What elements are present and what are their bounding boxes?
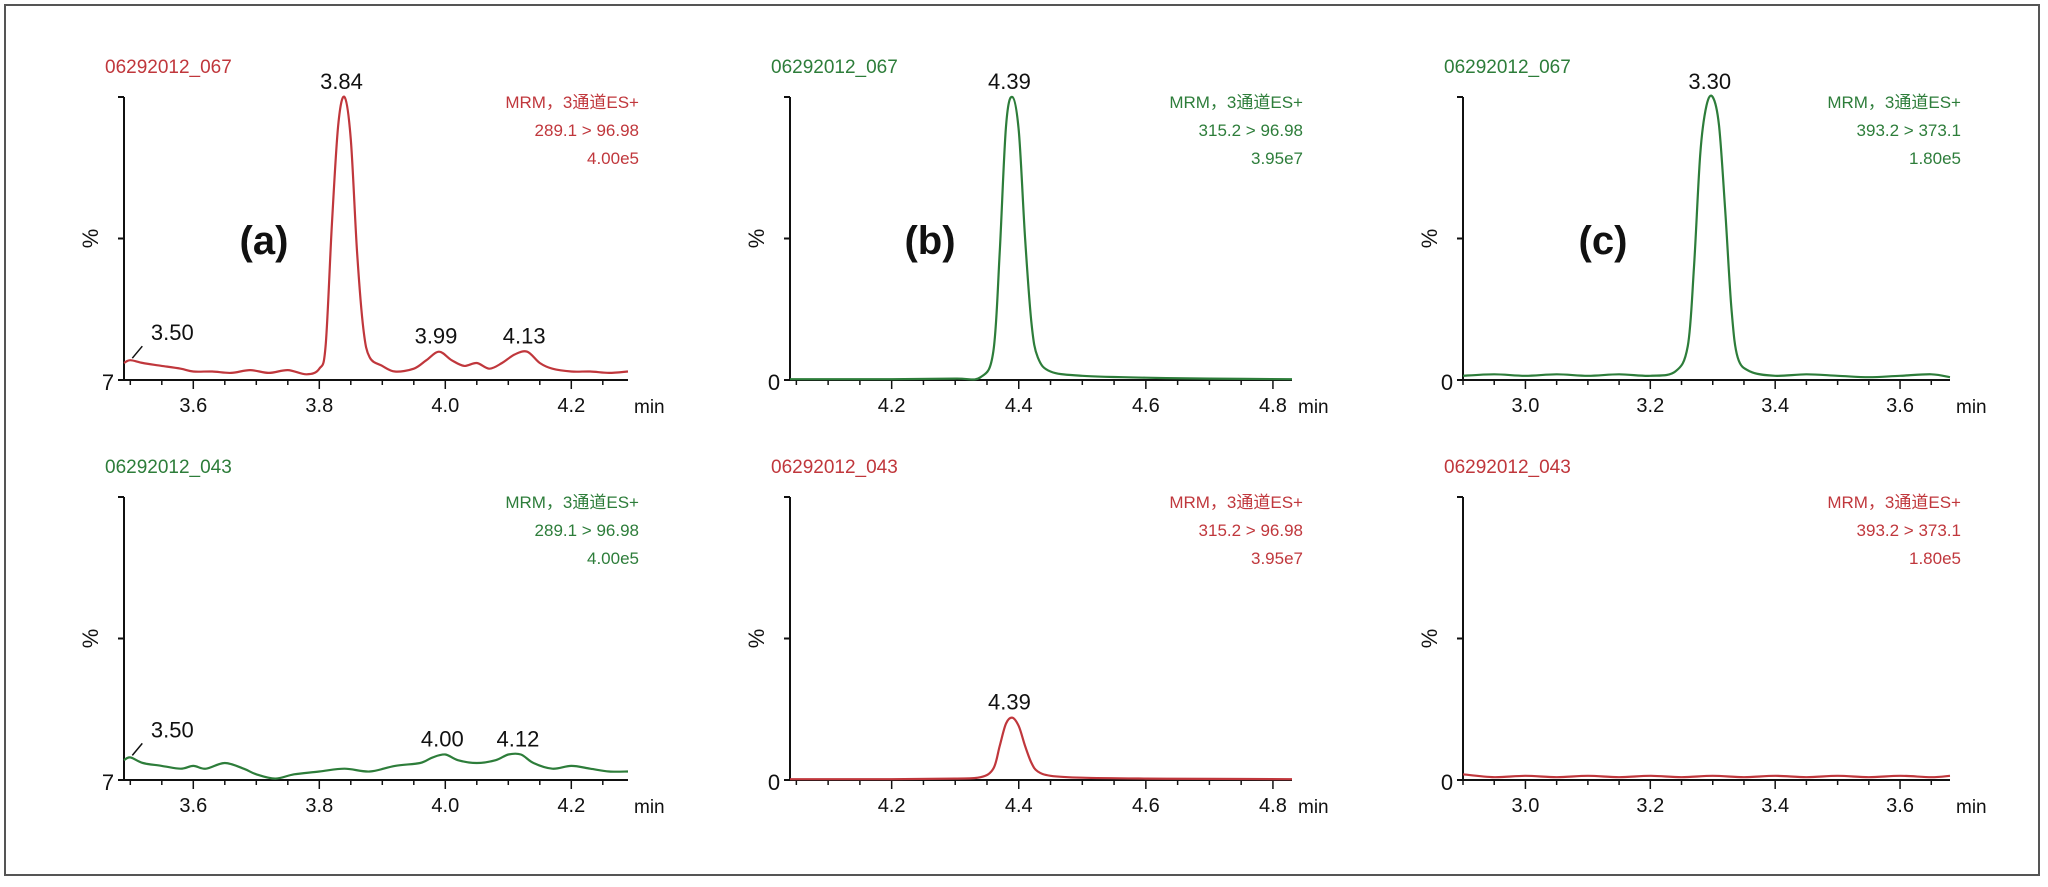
chromatogram-trace	[790, 95, 1293, 381]
chromatogram-panel-bottom-b: 4.2 4.4 4.6 4.8 min% 0 06292012_043 MRM，3通道ES+ 3…	[744, 457, 1329, 818]
x-tick-label: 4.2	[878, 395, 906, 417]
y-zero-label: 7	[102, 770, 114, 795]
sample-id-label: 06292012_067	[771, 57, 898, 78]
y-axis-label: %	[744, 629, 769, 649]
x-tick-label: 3.0	[1512, 395, 1540, 417]
x-tick-label: 4.2	[557, 795, 585, 817]
y-zero-label: 0	[1441, 370, 1453, 395]
chromatogram-panel-bottom-a: 3.6 3.8 4.0 4.2 min% 7 06292012_043 MRM，3通道ES+ 2…	[78, 457, 665, 818]
x-tick-label: 3.0	[1512, 795, 1540, 817]
x-tick-label: 3.2	[1636, 395, 1664, 417]
x-tick-label: 4.6	[1132, 395, 1160, 417]
sample-id-label: 06292012_043	[771, 457, 898, 478]
method-label: MRM，3通道ES+	[505, 93, 639, 112]
x-axis-unit-label: min	[634, 397, 665, 418]
chromatogram-panel-bottom-c: 3.0 3.2 3.4 3.6 min% 0 06292012_043 MRM，3通道ES+ 3…	[1417, 457, 1987, 818]
chromatogram-trace	[789, 716, 1293, 781]
y-zero-label: 7	[102, 370, 114, 395]
method-label: MRM，3通道ES+	[1169, 493, 1303, 512]
method-label: MRM，3通道ES+	[1827, 93, 1961, 112]
intensity-label: 3.95e7	[1251, 549, 1303, 568]
y-axis-label: %	[744, 229, 769, 249]
x-axis-unit-label: min	[1956, 797, 1987, 818]
peak-label: 4.39	[988, 690, 1031, 715]
y-axis-label: %	[1417, 229, 1442, 249]
method-label: MRM，3通道ES+	[1169, 93, 1303, 112]
x-axis-unit-label: min	[634, 797, 665, 818]
peak-leader-line	[131, 742, 143, 756]
transition-label: 315.2 > 96.98	[1199, 121, 1303, 140]
chromatogram-trace	[1462, 773, 1951, 779]
chromatogram-trace	[1462, 94, 1951, 379]
panel-letter-label: (b)	[904, 219, 955, 263]
x-tick-label: 4.0	[431, 795, 459, 817]
peak-label: 4.13	[503, 324, 546, 349]
peak-label: 3.50	[151, 717, 194, 742]
intensity-label: 1.80e5	[1909, 549, 1961, 568]
x-tick-label: 3.4	[1761, 795, 1789, 817]
x-tick-label: 3.6	[179, 795, 207, 817]
method-label: MRM，3通道ES+	[505, 493, 639, 512]
x-tick-label: 4.8	[1259, 795, 1287, 817]
x-tick-label: 3.6	[1886, 395, 1914, 417]
peak-label: 4.00	[421, 727, 464, 752]
peak-label: 3.84	[320, 69, 363, 94]
x-tick-label: 4.2	[557, 395, 585, 417]
chromatogram-panel-top-b: 4.2 4.4 4.6 4.8 min% 0 06292012_067 MRM，3通道ES+ 3…	[744, 57, 1329, 418]
peak-label: 4.39	[988, 69, 1031, 94]
intensity-label: 1.80e5	[1909, 149, 1961, 168]
x-tick-label: 4.6	[1132, 795, 1160, 817]
x-tick-label: 4.0	[431, 395, 459, 417]
x-tick-label: 4.8	[1259, 395, 1287, 417]
sample-id-label: 06292012_067	[105, 57, 232, 78]
chromatogram-panel-top-c: 3.0 3.2 3.4 3.6 min% 0 06292012_067 MRM，3通道ES+ 3…	[1417, 57, 1987, 418]
intensity-label: 4.00e5	[587, 549, 639, 568]
y-zero-label: 0	[1441, 770, 1453, 795]
chromatogram-panel-top-a: 3.6 3.8 4.0 4.2 min% 7 06292012_067 MRM，3通道ES+ 2…	[78, 57, 665, 418]
x-tick-label: 3.8	[305, 795, 333, 817]
x-tick-label: 4.4	[1005, 395, 1033, 417]
intensity-label: 4.00e5	[587, 149, 639, 168]
chromatogram-trace	[123, 95, 629, 376]
sample-id-label: 06292012_067	[1444, 57, 1571, 78]
transition-label: 393.2 > 373.1	[1857, 521, 1961, 540]
chromatogram-trace	[123, 752, 629, 780]
x-tick-label: 3.6	[1886, 795, 1914, 817]
x-tick-label: 3.8	[305, 395, 333, 417]
x-tick-label: 4.4	[1005, 795, 1033, 817]
panel-letter-label: (a)	[240, 219, 289, 263]
peak-label: 3.99	[415, 324, 458, 349]
peak-label: 3.50	[151, 320, 194, 345]
peak-leader-line	[131, 345, 143, 359]
transition-label: 393.2 > 373.1	[1857, 121, 1961, 140]
x-tick-label: 3.4	[1761, 395, 1789, 417]
transition-label: 289.1 > 96.98	[535, 121, 639, 140]
x-axis-unit-label: min	[1298, 397, 1329, 418]
sample-id-label: 06292012_043	[105, 457, 232, 478]
intensity-label: 3.95e7	[1251, 149, 1303, 168]
sample-id-label: 06292012_043	[1444, 457, 1571, 478]
x-tick-label: 3.6	[179, 395, 207, 417]
y-axis-label: %	[78, 229, 103, 249]
y-zero-label: 0	[768, 370, 780, 395]
peak-label: 3.30	[1688, 69, 1731, 94]
x-tick-label: 3.2	[1636, 795, 1664, 817]
x-tick-label: 4.2	[878, 795, 906, 817]
y-axis-label: %	[78, 629, 103, 649]
transition-label: 315.2 > 96.98	[1199, 521, 1303, 540]
peak-label: 4.12	[496, 727, 539, 752]
transition-label: 289.1 > 96.98	[535, 521, 639, 540]
x-axis-unit-label: min	[1956, 397, 1987, 418]
x-axis-unit-label: min	[1298, 797, 1329, 818]
figure-border	[4, 4, 2040, 876]
method-label: MRM，3通道ES+	[1827, 493, 1961, 512]
panel-letter-label: (c)	[1579, 219, 1628, 263]
y-zero-label: 0	[768, 770, 780, 795]
y-axis-label: %	[1417, 629, 1442, 649]
